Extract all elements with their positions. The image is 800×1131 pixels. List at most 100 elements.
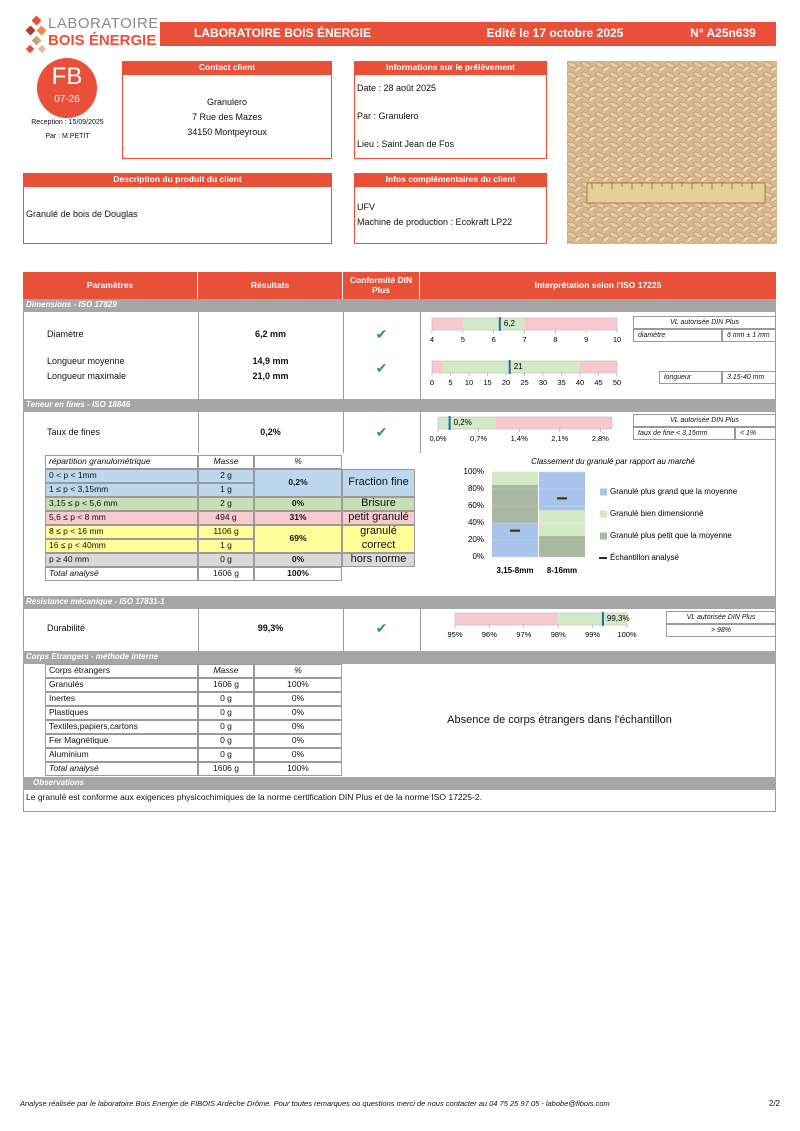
table-cell: 1 g [198,539,254,553]
table-cell: Granulés [45,678,198,692]
table-cell: 100% [254,762,342,776]
size-class: Brisure [342,497,415,511]
table-header: % [254,455,342,469]
logo-bottom: BOIS ÉNERGIE [48,31,157,49]
result-value: 0,2% [260,427,281,438]
table-cell: 0 < p < 1mm [45,469,198,483]
limit-title: VL autorisée DIN Plus [633,414,776,427]
limit-cell: > 98% [666,624,776,637]
table-cell: Textiles,papiers,cartons [45,720,198,734]
table-cell: Fer Magnétique [45,734,198,748]
table-cell: Plastiques [45,706,198,720]
section-bar: Dimensions - ISO 17829 [23,299,776,312]
table-cell: 31% [254,511,342,525]
table-header: Masse [198,455,254,469]
result-value: 14,9 mm [252,356,289,367]
row-label: Diamètre [47,329,84,340]
table-cell: 5,6 ≤ p < 8 mm [45,511,198,525]
info-line: 34150 Montpeyroux [187,127,267,138]
table-cell: 0,2% [254,469,342,497]
info-box-title: Description du produit du client [23,173,332,187]
column-line [420,609,421,651]
limit-cell: longueur [659,371,722,384]
column-header: Résultats [198,272,343,299]
section-bar: Corps Etrangers - méthode interne [23,651,776,664]
section-bar: Résistance mécanique - ISO 17831-1 [23,596,776,609]
info-line: Granulé de bois de Douglas [26,209,138,220]
limit-cell: diamètre [633,329,722,342]
limit-cell: 3.15-40 mm [722,371,776,384]
column-line [343,609,344,651]
logo-mark [25,15,47,54]
column-line [198,412,199,453]
size-class: hors norme [342,553,415,567]
conformity-check: ✔ [375,360,388,377]
limit-cell: 6 mm ± 1 mm [722,329,776,342]
info-line: UFV [357,202,375,213]
table-cell: 0 g [198,748,254,762]
table-cell: 100% [254,678,342,692]
table-cell: 1606 g [198,762,254,776]
table-cell: 0 g [198,706,254,720]
table-cell: 1 ≤ p < 3,15mm [45,483,198,497]
column-header: Paramètres [23,272,198,299]
conformity-check: ✔ [375,620,388,637]
header-title: LABORATOIRE BOIS ÉNERGIE [194,26,371,41]
table-cell: 1606 g [198,567,254,581]
row-label: Durabilité [47,623,86,634]
table-cell: 3,15 ≤ p < 5,6 mm [45,497,198,511]
table-cell: 1 g [198,483,254,497]
info-line: 7 Rue des Mazes [191,112,263,123]
table-cell: 0 g [198,720,254,734]
table-cell: 0% [254,497,342,511]
table-cell: Total analysé [45,567,198,581]
header-number: N° A25n639 [690,26,756,41]
limit-title: VL autorisée DIN Plus [633,316,776,329]
table-cell: Aluminium [45,748,198,762]
table-cell: 1606 g [198,678,254,692]
column-line [420,412,421,453]
results-header [23,272,776,299]
table-cell: 0% [254,553,342,567]
table-cell: 100% [254,567,342,581]
footer-page: 2/2 [768,1098,780,1108]
column-line [343,312,344,399]
column-header: Interprétation selon l'ISO 17225 [534,279,662,290]
table-cell: p ≥ 40 mm [45,553,198,567]
section-bar: Teneur en fines - ISO 18846 [23,399,776,412]
table-cell: 1106 g [198,525,254,539]
badge-date: 07-26 [54,93,80,105]
logo-top: LABORATOIRE [48,14,159,32]
table-cell: 0% [254,734,342,748]
table-cell: 0% [254,720,342,734]
header-date: Edité le 17 octobre 2025 [486,26,624,41]
table-cell: 0 g [198,692,254,706]
badge-text: FB [51,62,83,90]
reception: Reception : 15/09/2025 [31,119,104,127]
size-class: granulé correct [342,525,415,553]
table-cell: 0 g [198,734,254,748]
pellet-photo [567,61,777,244]
column-header: Conformité DIN Plus [343,272,420,299]
conformity-check: ✔ [375,326,388,343]
table-cell: 69% [254,525,342,553]
table-cell: 0% [254,692,342,706]
result-value: 6,2 mm [254,329,287,340]
table-cell: Total analysé [45,762,198,776]
table-cell: 2 g [198,469,254,483]
limit-title: VL autorisée DIN Plus [666,611,776,624]
size-class: Fraction fine [342,469,415,497]
table-cell: 0 g [198,553,254,567]
table-cell: 0% [254,748,342,762]
badge [37,58,97,118]
info-box [122,61,332,159]
reception-by: Par : M.PETIT [45,133,90,141]
result-value: 99,3% [257,623,284,634]
row-label: Longueur moyenne [47,356,125,367]
table-cell: Inertes [45,692,198,706]
info-box-title: Informations sur le prélèvement [354,61,547,75]
column-line [198,609,199,651]
limit-cell: taux de fine < 3,15mm [633,427,735,440]
footer-text: Analyse réalisée par le laboratoire Bois… [20,1098,610,1108]
